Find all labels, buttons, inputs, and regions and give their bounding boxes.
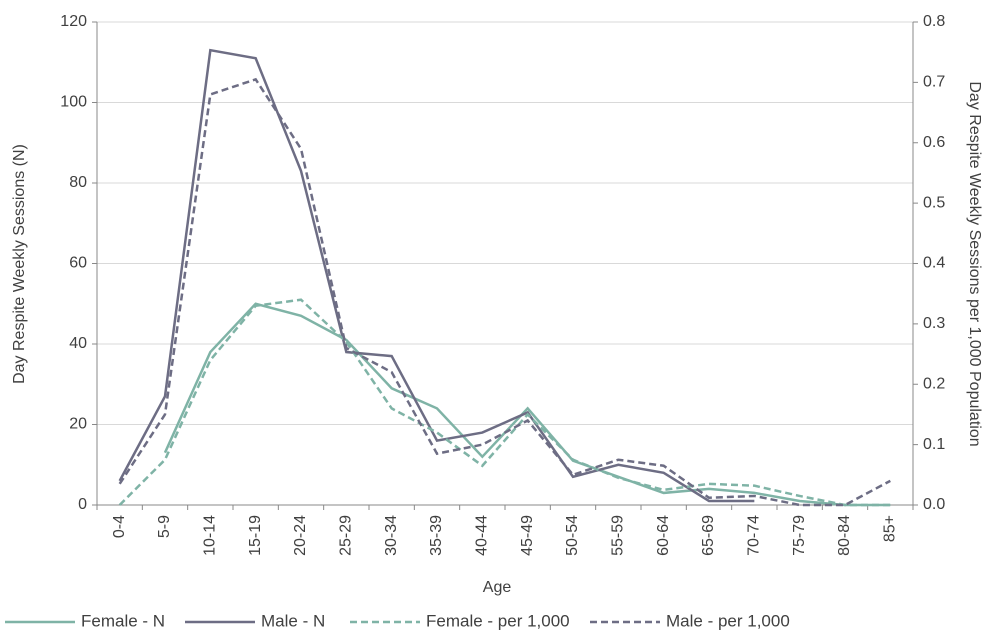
x-axis-label: Age bbox=[483, 579, 512, 596]
y-tick-label: 120 bbox=[60, 13, 87, 30]
legend-label: Female - per 1,000 bbox=[426, 611, 570, 630]
x-tick-label: 0-4 bbox=[111, 515, 128, 538]
y2-tick-label: 0.8 bbox=[923, 13, 945, 30]
series-line bbox=[163, 302, 891, 507]
legend-label: Male - per 1,000 bbox=[666, 611, 790, 630]
y2-tick-label: 0.2 bbox=[923, 375, 945, 392]
x-tick-label: 25-29 bbox=[338, 515, 355, 556]
x-tick-label: 5-9 bbox=[156, 515, 173, 538]
y-axis-label: Day Respite Weekly Sessions (N) bbox=[11, 144, 28, 384]
x-tick-label: 20-24 bbox=[292, 515, 309, 556]
x-tick-label: 70-74 bbox=[746, 515, 763, 556]
x-tick-label: 85+ bbox=[882, 515, 899, 542]
x-tick-label: 80-84 bbox=[836, 515, 853, 556]
legend-label: Male - N bbox=[261, 611, 325, 630]
x-tick-label: 10-14 bbox=[202, 515, 219, 556]
y2-axis-label: Day Respite Weekly Sessions per 1,000 Po… bbox=[966, 81, 983, 446]
x-tick-label: 40-44 bbox=[474, 515, 491, 556]
y-tick-label: 40 bbox=[69, 335, 87, 352]
y-tick-label: 20 bbox=[69, 416, 87, 433]
y2-tick-label: 0.4 bbox=[923, 255, 945, 272]
x-tick-label: 45-49 bbox=[519, 515, 536, 556]
y2-tick-label: 0.6 bbox=[923, 134, 945, 151]
y2-tick-label: 0.0 bbox=[923, 496, 945, 513]
x-tick-label: 60-64 bbox=[655, 515, 672, 556]
series-line bbox=[118, 77, 891, 507]
x-tick-label: 35-39 bbox=[428, 515, 445, 556]
x-tick-label: 75-79 bbox=[791, 515, 808, 556]
y2-tick-label: 0.1 bbox=[923, 436, 945, 453]
legend-label: Female - N bbox=[81, 611, 165, 630]
x-tick-label: 65-69 bbox=[700, 515, 717, 556]
y-tick-label: 80 bbox=[69, 174, 87, 191]
x-tick-label: 50-54 bbox=[564, 515, 581, 556]
series-line bbox=[118, 298, 891, 507]
y-tick-label: 60 bbox=[69, 255, 87, 272]
y2-tick-label: 0.5 bbox=[923, 194, 945, 211]
x-tick-label: 15-19 bbox=[247, 515, 264, 556]
x-tick-label: 55-59 bbox=[610, 515, 627, 556]
y2-tick-label: 0.3 bbox=[923, 315, 945, 332]
series-line bbox=[118, 48, 755, 503]
y-tick-label: 100 bbox=[60, 94, 87, 111]
y-tick-label: 0 bbox=[78, 496, 87, 513]
x-tick-label: 30-34 bbox=[383, 515, 400, 556]
y2-tick-label: 0.7 bbox=[923, 74, 945, 91]
